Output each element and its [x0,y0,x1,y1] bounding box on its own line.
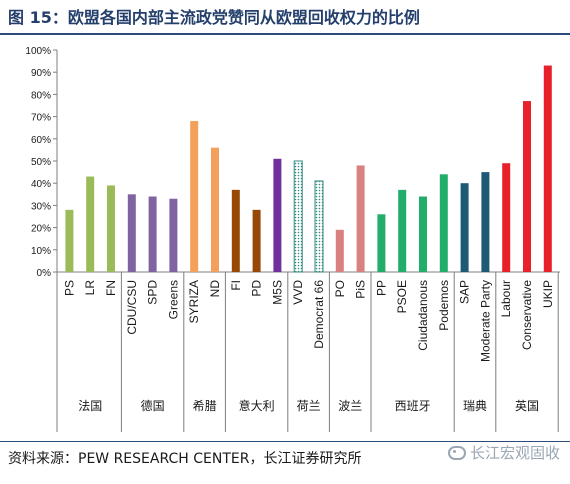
bar-syriza [190,121,199,272]
party-label: PiS [354,280,368,299]
bar-fi [231,189,240,272]
bar-cdu-csu [127,194,136,272]
party-label: ND [208,280,222,298]
country-label: 希腊 [193,398,217,413]
party-label: Conservative [520,280,534,350]
axes: 0% 10% 20% 30% 40% 50% 60% 70% 80% 90% 100% [25,46,560,432]
party-label: SAP [458,280,472,304]
bar-ps [65,209,74,272]
bar-pp [377,214,386,272]
y-tick-label: 90% [31,68,51,79]
source-divider [0,441,570,442]
bar-greens [169,198,178,272]
party-label: FI [229,280,243,291]
watermark: 长江宏观固收 [447,441,560,465]
y-tick-label: 80% [31,90,51,101]
party-label: Democrat 66 [312,280,326,349]
country-label: 荷兰 [297,399,321,413]
party-label: PS [62,280,76,296]
bar-labour [502,163,511,272]
source-note: 资料来源：PEW RESEARCH CENTER，长江证券研究所 [8,451,362,467]
country-label: 西班牙 [395,399,431,413]
party-label: PP [374,280,388,296]
party-label: SPD [146,280,160,305]
party-label: Moderate Party [478,280,492,362]
party-label: CDU/CSU [125,280,139,335]
country-label: 英国 [515,399,539,413]
party-label: LR [83,280,97,296]
bar-nd [211,147,219,272]
party-label: FN [104,280,118,296]
bar-ciudadanous [419,196,427,272]
party-label: Labour [499,280,513,317]
country-label: 瑞典 [463,399,487,413]
y-tick-label: 70% [31,113,51,124]
bar-vvd [293,160,303,273]
party-label: Greens [166,280,180,319]
y-tick-label: 0% [37,268,52,279]
title-divider [0,33,570,35]
party-label: UKIP [541,280,555,308]
watermark-text: 长江宏观固收 [469,444,560,462]
y-tick-label: 10% [31,246,51,257]
bars [65,65,552,273]
bar-m5s [273,158,282,272]
bar-po [335,229,344,272]
bar-fn [107,185,115,272]
bar-sap [460,183,469,272]
chart-title: 图 15：欧盟各国内部主流政党赞同从欧盟回收权力的比例 [8,8,420,27]
bar-moderate-party [481,172,490,272]
party-label: PO [333,280,347,297]
party-label: PD [250,280,264,297]
country-label: 法国 [78,399,102,413]
y-tick-label: 100% [25,46,51,57]
country-label: 德国 [141,398,165,413]
y-tick-label: 40% [31,179,51,190]
bar-lr [86,176,95,272]
bar-spd [148,196,157,272]
y-tick-label: 60% [31,135,51,146]
y-tick-label: 30% [31,201,51,212]
party-label: Podemos [437,280,451,331]
bar-ukip [543,65,552,272]
y-tick-label: 50% [31,157,51,168]
bar-chart: 0% 10% 20% 30% 40% 50% 60% 70% 80% 90% 100% PS LR FN… [25,46,560,432]
party-label: SYRIZA [187,280,201,323]
party-label: Ciudadanous [416,280,430,351]
wechat-icon [447,446,466,460]
bar-democrat-66 [314,180,324,273]
party-label: M5S [270,280,284,305]
country-label: 波兰 [338,399,362,413]
bar-conservative [523,101,531,272]
bar-pis [356,165,365,272]
party-label: PSOE [395,280,409,313]
bar-psoe [398,189,407,272]
bar-pd [252,209,261,272]
party-label: VVD [291,280,305,305]
y-tick-label: 20% [31,224,51,235]
country-label: 意大利 [239,398,275,413]
category-labels: PS LR FN 法国 CDU/CSU SPD Greens 德国 SYRIZA ND 希腊 FI PD… [62,280,554,413]
bar-podemos [439,174,448,272]
